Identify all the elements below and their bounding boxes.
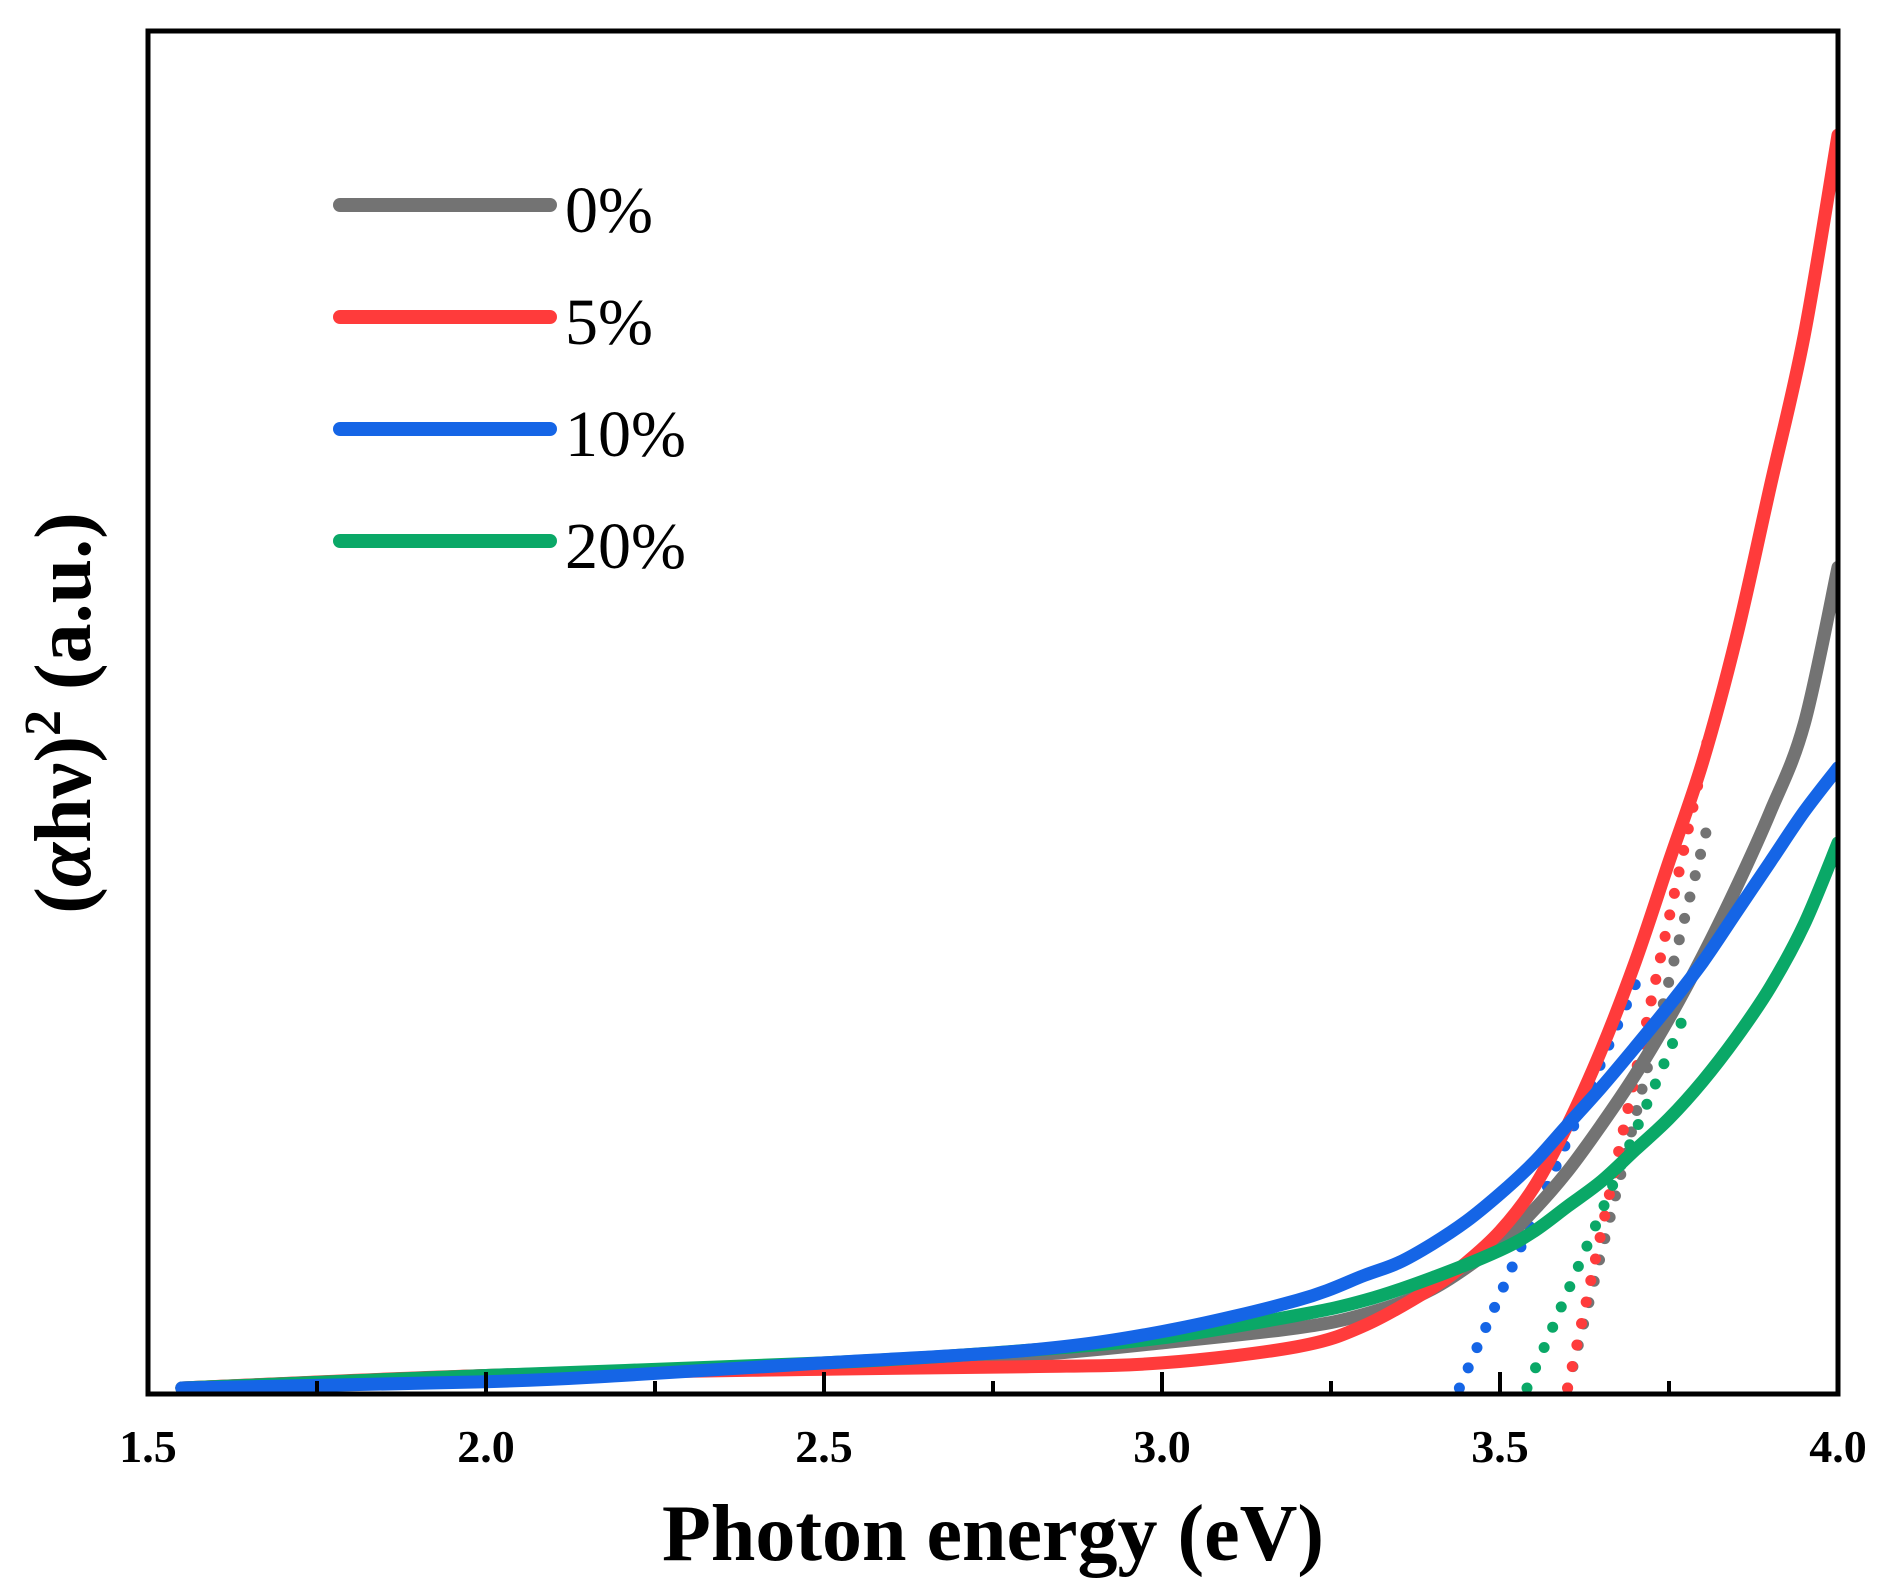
x-tick-label: 3.5	[1471, 1421, 1529, 1472]
x-tick-label: 1.5	[119, 1421, 177, 1472]
fit-line-5pct	[1562, 724, 1716, 1394]
legend-label-10pct: 10%	[565, 398, 686, 471]
x-axis-ticks: 1.5 2.0 2.5 3.0 3.5 4.0	[119, 1372, 1867, 1472]
x-tick-label: 2.0	[457, 1421, 515, 1472]
series-line-0pct	[175, 560, 1838, 1394]
legend: 0% 5% 10% 20%	[333, 174, 686, 583]
x-tick-label: 3.0	[1133, 1421, 1191, 1472]
plot-area	[175, 128, 1838, 1394]
fit-line-20pct	[1521, 998, 1695, 1394]
series-line-5pct	[175, 128, 1838, 1394]
x-axis-title: Photon energy (eV)	[662, 1490, 1324, 1578]
series-line-10pct	[175, 761, 1838, 1394]
x-tick-label: 2.5	[795, 1421, 853, 1472]
x-tick-label: 4.0	[1809, 1421, 1867, 1472]
legend-label-0pct: 0%	[565, 174, 653, 247]
y-axis-title: (αhν)2 (a.u.)	[15, 512, 108, 914]
legend-label-5pct: 5%	[565, 286, 653, 359]
legend-label-20pct: 20%	[565, 510, 686, 583]
